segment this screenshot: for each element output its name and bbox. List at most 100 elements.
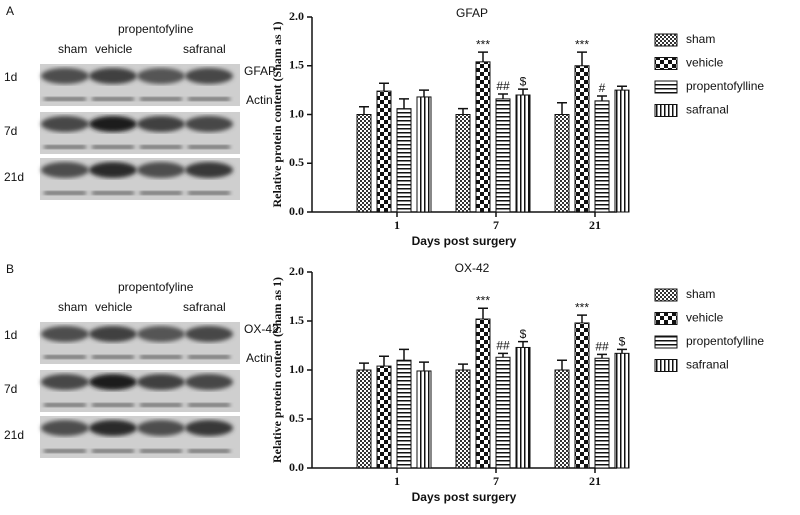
actin-band [188,145,230,149]
error-bar [597,95,607,101]
legend-swatch [654,57,678,70]
significance: # [599,81,606,95]
y-tick-label: 0.5 [289,155,304,169]
lane-header: propentofyline [118,280,194,294]
bar [475,61,491,213]
error-bar [518,340,528,348]
y-tick-label: 1.0 [289,362,304,376]
error-bar [518,88,528,95]
row-label: 7d [4,382,17,396]
legend-label: propentofylline [686,334,764,348]
actin-band [140,97,182,101]
legend-swatch [654,288,678,302]
error-bar [577,51,587,66]
actin-band [188,97,230,101]
legend-swatch [654,80,678,94]
legend-swatch [654,359,678,372]
error-bar [458,107,468,115]
blot-band [137,326,185,342]
x-axis-label: Days post surgery [412,234,517,248]
blot-band [89,420,137,436]
significance: $ [520,327,527,341]
bar [396,108,412,213]
error-bar [478,51,488,62]
blot-band [137,162,185,178]
blot-band [41,162,89,178]
y-tick-label: 2.0 [289,9,304,23]
x-tick-label: 21 [589,474,601,488]
bar [554,114,570,213]
row-label: 7d [4,124,17,138]
bar [356,369,372,469]
y-tick-label: 0.5 [289,411,304,425]
blot-band [185,116,233,132]
significance: *** [476,37,490,51]
significance: ## [595,339,609,353]
error-bar [557,102,567,115]
blot-band [137,420,185,436]
error-bar [498,93,508,99]
row-label: 1d [4,70,17,84]
bar [455,369,471,469]
actin-band [140,403,182,407]
lane-label: vehicle [95,42,133,56]
actin-band [92,97,134,101]
significance: $ [619,335,626,349]
actin-band [140,355,182,359]
bar [594,357,610,469]
actin-band [140,145,182,149]
row-label: 21d [4,428,24,442]
bar [554,369,570,469]
actin-band [188,355,230,359]
marker-label: OX-42 [244,322,279,336]
error-bar [359,105,369,115]
y-axis-label: Relative protein content (Sham as 1) [270,21,284,207]
y-tick-label: 0.0 [289,460,304,474]
actin-band [188,191,230,195]
lane-label: vehicle [95,300,133,314]
legend-label: safranal [686,358,729,372]
actin-band [44,145,86,149]
blot-band [41,68,89,84]
blot-band [89,162,137,178]
significance: $ [520,74,527,88]
bar [416,96,432,213]
error-bar [458,363,468,370]
actin-band [188,403,230,407]
error-bar [399,348,409,361]
lane-label: sham [58,300,87,314]
significance: *** [476,293,490,307]
legend-swatch [654,335,678,349]
chart-title: GFAP [456,6,488,20]
actin-band [188,449,230,453]
x-tick-label: 1 [394,474,400,488]
blot-band [89,116,137,132]
actin-band [92,145,134,149]
blot-band [185,68,233,84]
legend-swatch [654,104,678,117]
legend-label: vehicle [686,56,724,70]
y-tick-label: 1.5 [289,313,304,327]
significance: *** [575,37,589,51]
bar [594,100,610,213]
error-bar [617,85,627,91]
bar [416,370,432,469]
bar [574,65,590,213]
actin-band [44,403,86,407]
error-bar [597,353,607,359]
error-bar [557,359,567,370]
error-bar [478,307,488,320]
legend-swatch [654,33,678,47]
bar [495,98,511,213]
blot-band [185,326,233,342]
x-tick-label: 21 [589,218,601,232]
actin-band [44,97,86,101]
error-bar [399,98,409,109]
blot-band [89,68,137,84]
actin-band [92,191,134,195]
blot-band [41,116,89,132]
row-label: 1d [4,328,17,342]
bar [495,356,511,469]
y-tick-label: 1.5 [289,58,304,72]
